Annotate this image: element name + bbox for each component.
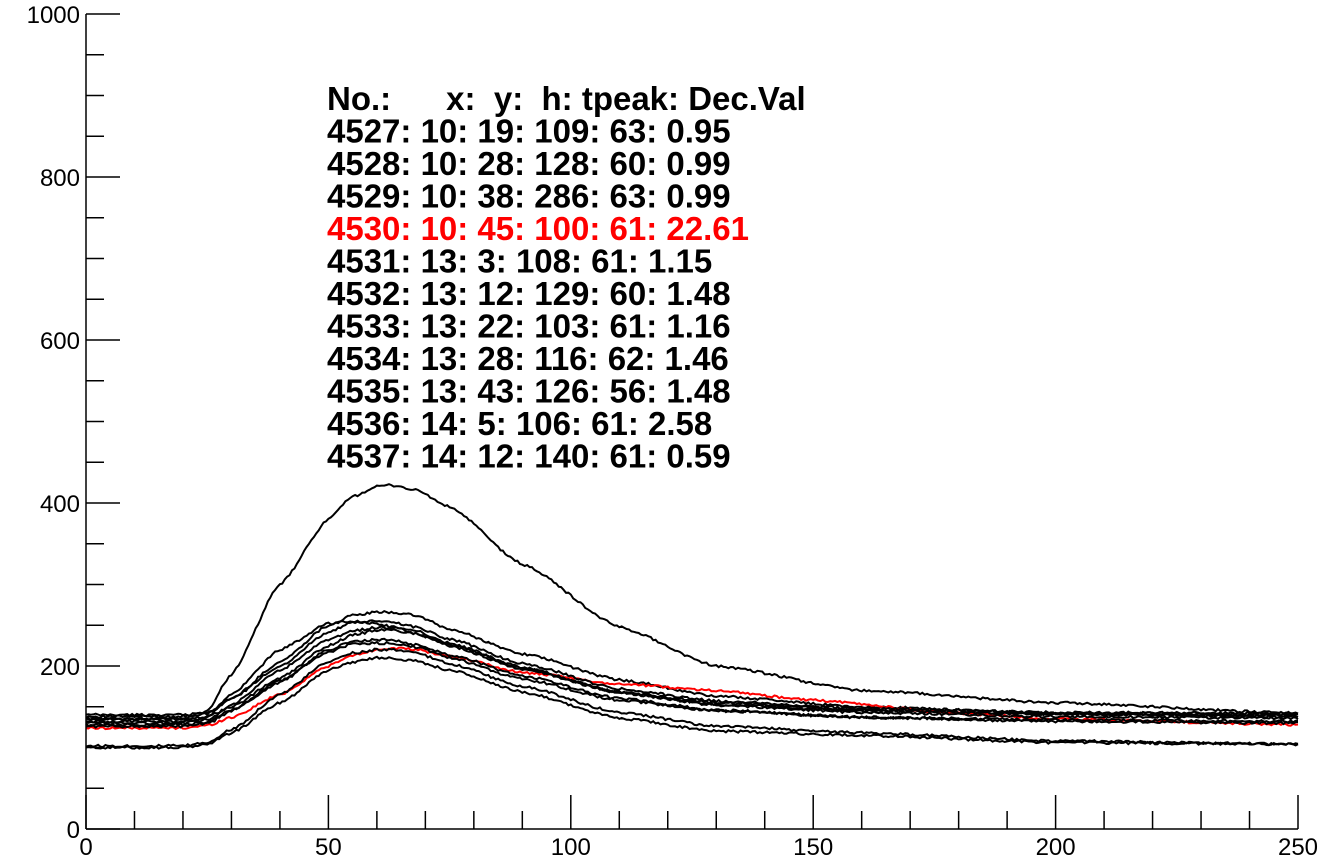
series-line-9 [85, 619, 1299, 724]
legend-row: 4530: 10: 45: 100: 61: 22.61 [327, 210, 749, 247]
series-line-3 [85, 483, 1299, 722]
x-tick-label: 100 [551, 834, 591, 861]
y-tick-label: 200 [40, 654, 80, 681]
x-tick-label: 50 [315, 834, 342, 861]
y-tick-label: 800 [40, 165, 80, 192]
y-tick-label: 1000 [27, 2, 80, 29]
legend-row: 4535: 13: 43: 126: 56: 1.48 [327, 373, 731, 410]
legend-row: 4528: 10: 28: 128: 60: 0.99 [327, 145, 731, 182]
y-tick-label: 600 [40, 328, 80, 355]
legend-row: 4536: 14: 5: 106: 61: 2.58 [327, 405, 712, 442]
legend-row: 4537: 14: 12: 140: 61: 0.59 [327, 438, 731, 475]
legend-row: 4534: 13: 28: 116: 62: 1.46 [327, 340, 729, 377]
legend-row: 4533: 13: 22: 103: 61: 1.16 [327, 308, 731, 345]
series-line-11 [85, 625, 1299, 726]
y-tick-label: 0 [67, 817, 80, 844]
series-line-7 [85, 647, 1299, 749]
x-tick-label: 0 [79, 834, 92, 861]
series-line-10 [85, 640, 1299, 728]
series-line-6 [85, 619, 1299, 718]
legend-row: 4532: 13: 12: 129: 60: 1.48 [327, 275, 731, 312]
x-tick-label: 250 [1278, 834, 1318, 861]
legend-header: No.: x: y: h: tpeak: Dec.Val [327, 80, 806, 117]
axes-layer: 0 200 400 600 800 1000 0 50 100 150 200 250 [27, 2, 1318, 861]
legend-row: 4527: 10: 19: 109: 63: 0.95 [327, 113, 731, 150]
legend-row: 4531: 13: 3: 108: 61: 1.15 [327, 243, 712, 280]
y-tick-label: 400 [40, 491, 80, 518]
x-tick-label: 200 [1036, 834, 1076, 861]
series-layer [85, 483, 1299, 750]
legend-row: 4529: 10: 38: 286: 63: 0.99 [327, 178, 731, 215]
x-tick-label: 150 [793, 834, 833, 861]
